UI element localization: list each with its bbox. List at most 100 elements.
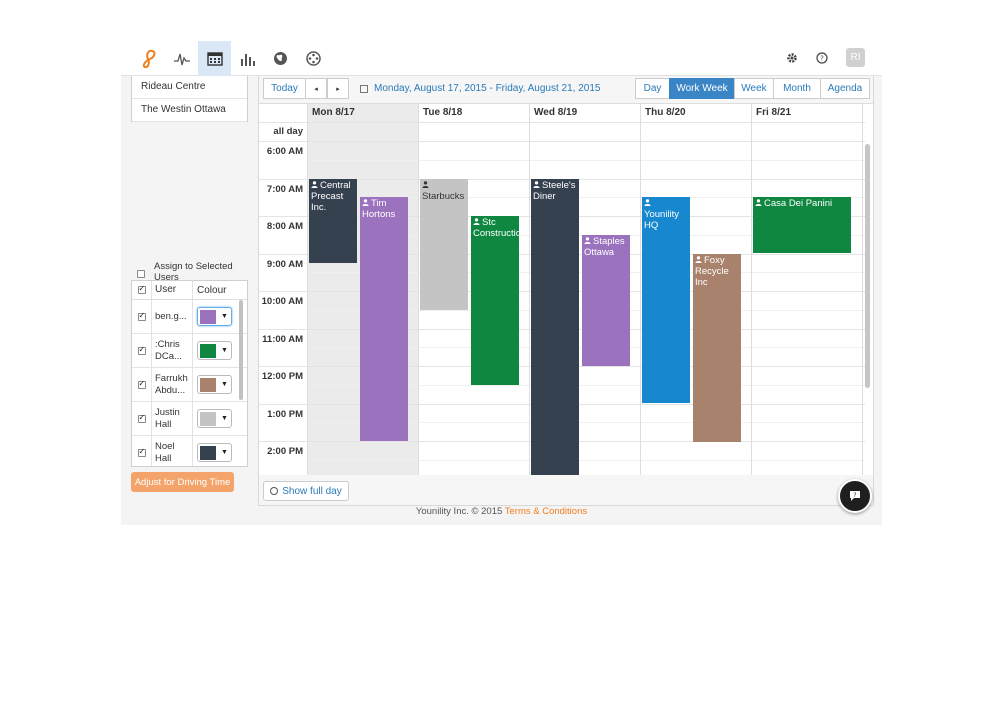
day-header[interactable]: Tue 8/18 [418,104,529,122]
grid-half-line [307,197,865,198]
grid-line [259,141,865,142]
select-all-checkbox[interactable] [137,284,146,294]
location-item[interactable]: Rideau Centre [132,76,247,99]
help-circle-icon[interactable]: ? [812,48,832,68]
table-row: ben.g... ▼ [132,300,247,334]
today-button[interactable]: Today [263,78,306,99]
grid-column-line [529,104,530,475]
person-icon [584,237,591,244]
table-row: Justin Hall ▼ [132,402,247,436]
assign-checkbox[interactable] [137,270,145,278]
footer-copyright: Younility Inc. © 2015 [415,506,503,517]
calendar-event[interactable]: Starbucks [420,179,468,310]
grid-column-line [862,104,863,475]
clock-icon [270,487,279,495]
chat-help-icon: ? [850,491,860,501]
activity-icon[interactable] [165,41,198,76]
user-checkbox[interactable] [137,345,146,355]
event-title: Tim Hortons [362,198,396,220]
table-row: Noel Hall ▼ [132,436,247,466]
calendar-grid[interactable]: Mon 8/17 Tue 8/18 Wed 8/19 Thu 8/20 Fri 8/21… [259,103,873,475]
view-work-week-button[interactable]: Work Week [669,78,735,99]
assign-selected-users: Assign to Selected Users [131,259,248,281]
logo-icon[interactable] [131,41,164,76]
grid-half-line [307,422,865,423]
calendar-scrollbar[interactable] [865,144,870,388]
help-chat-button[interactable]: ? [838,479,872,513]
view-agenda-button[interactable]: Agenda [820,78,870,99]
caret-down-icon: ▼ [221,381,228,388]
prev-week-button[interactable]: ◂ [305,78,327,99]
adjust-driving-time-button[interactable]: Adjust for Driving Time [131,472,234,492]
day-header[interactable]: Thu 8/20 [640,104,751,122]
calendar-event[interactable]: Foxy Recycle Inc [693,254,741,442]
grid-line [259,122,865,123]
calendar-event[interactable]: Steele's Diner [531,179,579,475]
time-label: 9:00 AM [266,259,303,270]
user-checkbox[interactable] [137,311,146,321]
colour-picker[interactable]: ▼ [197,307,232,326]
time-label: 10:00 AM [261,296,303,307]
table-row: Farrukh Abdu... ▼ [132,368,247,402]
location-item[interactable]: The Westin Ottawa [132,99,247,122]
calendar-event[interactable]: Casa Dei Panini [753,197,851,253]
user-table-scrollbar[interactable] [239,300,243,400]
view-day-button[interactable]: Day [635,78,670,99]
view-week-button[interactable]: Week [734,78,774,99]
location-list: Rideau Centre The Westin Ottawa [131,76,248,122]
event-title: Younility HQ [644,209,680,231]
grid-half-line [307,160,865,161]
person-icon [473,218,480,225]
colour-picker[interactable]: ▼ [197,375,232,394]
film-reel-icon[interactable] [297,41,330,76]
calendar-event[interactable]: Staples Ottawa [582,235,630,366]
caret-down-icon: ▼ [221,313,228,320]
colour-swatch [200,309,216,324]
colour-swatch [200,445,216,460]
user-checkbox[interactable] [137,447,146,457]
table-header: User Colour [132,281,247,300]
calendar-event[interactable]: Tim Hortons [360,197,408,441]
all-day-label: all day [273,126,303,137]
next-week-button[interactable]: ▸ [327,78,349,99]
calendar-event[interactable]: Stc Construction [471,216,519,385]
user-colour-table: User Colour ben.g...▼:Chris DCa...▼Farru… [131,280,248,467]
time-label: 12:00 PM [261,371,303,382]
colour-picker[interactable]: ▼ [197,409,232,428]
svg-text:?: ? [820,55,824,63]
day-header[interactable]: Fri 8/21 [751,104,862,122]
user-name: Noel Hall [152,436,193,466]
bar-chart-icon[interactable] [231,41,264,76]
day-header[interactable]: Wed 8/19 [529,104,640,122]
person-icon [644,199,651,206]
avatar[interactable]: RI [846,48,865,67]
calendar-event[interactable]: Central Precast Inc. [309,179,357,263]
terms-link[interactable]: Terms & Conditions [504,506,588,517]
day-header[interactable]: Mon 8/17 [307,104,418,122]
person-icon [755,199,762,206]
person-icon [422,181,429,188]
colour-swatch [200,377,216,392]
gear-icon[interactable] [782,48,802,68]
globe-icon[interactable] [264,41,297,76]
column-header-user: User [152,281,193,299]
time-label: 6:00 AM [266,146,303,157]
user-checkbox[interactable] [137,413,146,423]
show-full-day-button[interactable]: Show full day [263,481,349,501]
user-name: ben.g... [152,300,193,333]
grid-column-line [418,104,419,475]
date-range[interactable]: Monday, August 17, 2015 - Friday, August… [360,78,600,99]
view-month-button[interactable]: Month [773,78,821,99]
event-title: Central Precast Inc. [311,180,351,213]
caret-down-icon: ▼ [221,347,228,354]
calendar-panel: Today ◂ ▸ Monday, August 17, 2015 - Frid… [258,76,874,506]
colour-picker[interactable]: ▼ [197,341,232,360]
table-row: :Chris DCa... ▼ [132,334,247,368]
calendar-event[interactable]: Younility HQ [642,197,690,403]
user-checkbox[interactable] [137,379,146,389]
date-range-label: Monday, August 17, 2015 - Friday, August… [374,83,601,94]
person-icon [533,181,540,188]
event-title: Steele's Diner [533,180,576,202]
colour-picker[interactable]: ▼ [197,443,232,462]
calendar-icon[interactable] [198,41,231,76]
